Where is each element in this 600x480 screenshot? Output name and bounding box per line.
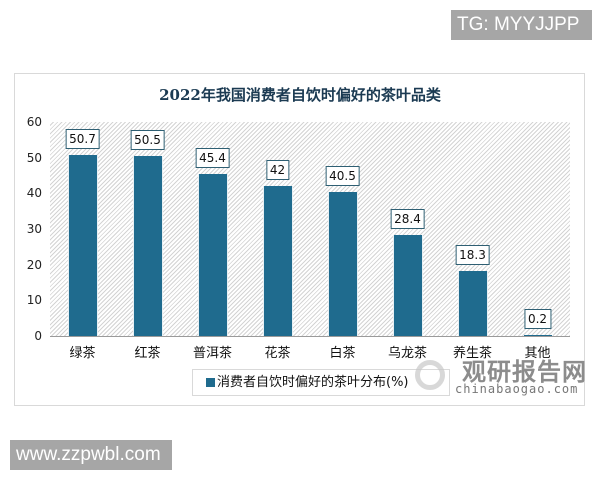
watermark-logo-icon xyxy=(415,360,445,390)
data-label: 45.4 xyxy=(195,148,230,169)
x-tick-label: 普洱茶 xyxy=(192,346,232,361)
bar xyxy=(133,155,162,336)
x-tick-label: 白茶 xyxy=(329,346,356,361)
x-tick-label: 绿茶 xyxy=(69,346,96,361)
y-tick-label: 20 xyxy=(26,257,42,272)
bar xyxy=(263,186,292,336)
data-label: 42 xyxy=(265,160,290,181)
data-label: 50.5 xyxy=(130,129,165,150)
legend-swatch xyxy=(206,378,215,387)
y-tick-label: 30 xyxy=(26,222,42,236)
bar xyxy=(68,155,97,336)
y-tick-label: 40 xyxy=(26,186,42,201)
x-axis-line xyxy=(50,336,570,337)
plot-area xyxy=(50,122,570,336)
x-tick-label: 其他 xyxy=(524,346,551,361)
y-tick-label: 10 xyxy=(26,293,42,308)
bar xyxy=(458,270,487,336)
data-label: 18.3 xyxy=(455,244,490,265)
chart-title: 2022年我国消费者自饮时偏好的茶叶品类 xyxy=(159,86,441,104)
bar xyxy=(328,191,357,336)
x-tick-label: 红茶 xyxy=(134,346,161,361)
bar xyxy=(393,234,422,336)
legend: 消费者自饮时偏好的茶叶分布(%) xyxy=(192,369,450,396)
data-label: 28.4 xyxy=(390,208,425,229)
y-tick-label: 50 xyxy=(26,150,42,165)
x-tick-label: 花茶 xyxy=(264,346,291,361)
data-label: 0.2 xyxy=(523,309,552,330)
watermark-tg: TG: MYYJJPP xyxy=(451,10,592,40)
data-label: 50.7 xyxy=(65,129,100,150)
y-tick-label: 0 xyxy=(34,329,42,343)
watermark-site: www.zzpwbl.com xyxy=(10,440,172,470)
bar xyxy=(523,335,552,337)
data-label: 40.5 xyxy=(325,165,360,186)
y-tick-label: 60 xyxy=(26,115,42,129)
x-tick-label: 养生茶 xyxy=(452,346,492,361)
x-tick-label: 乌龙茶 xyxy=(387,346,427,361)
legend-label: 消费者自饮时偏好的茶叶分布(%) xyxy=(217,375,409,390)
watermark-en: chinabaogao.com xyxy=(455,382,579,396)
watermark-cn: 观研报告网 xyxy=(462,358,587,386)
bar xyxy=(198,174,227,336)
